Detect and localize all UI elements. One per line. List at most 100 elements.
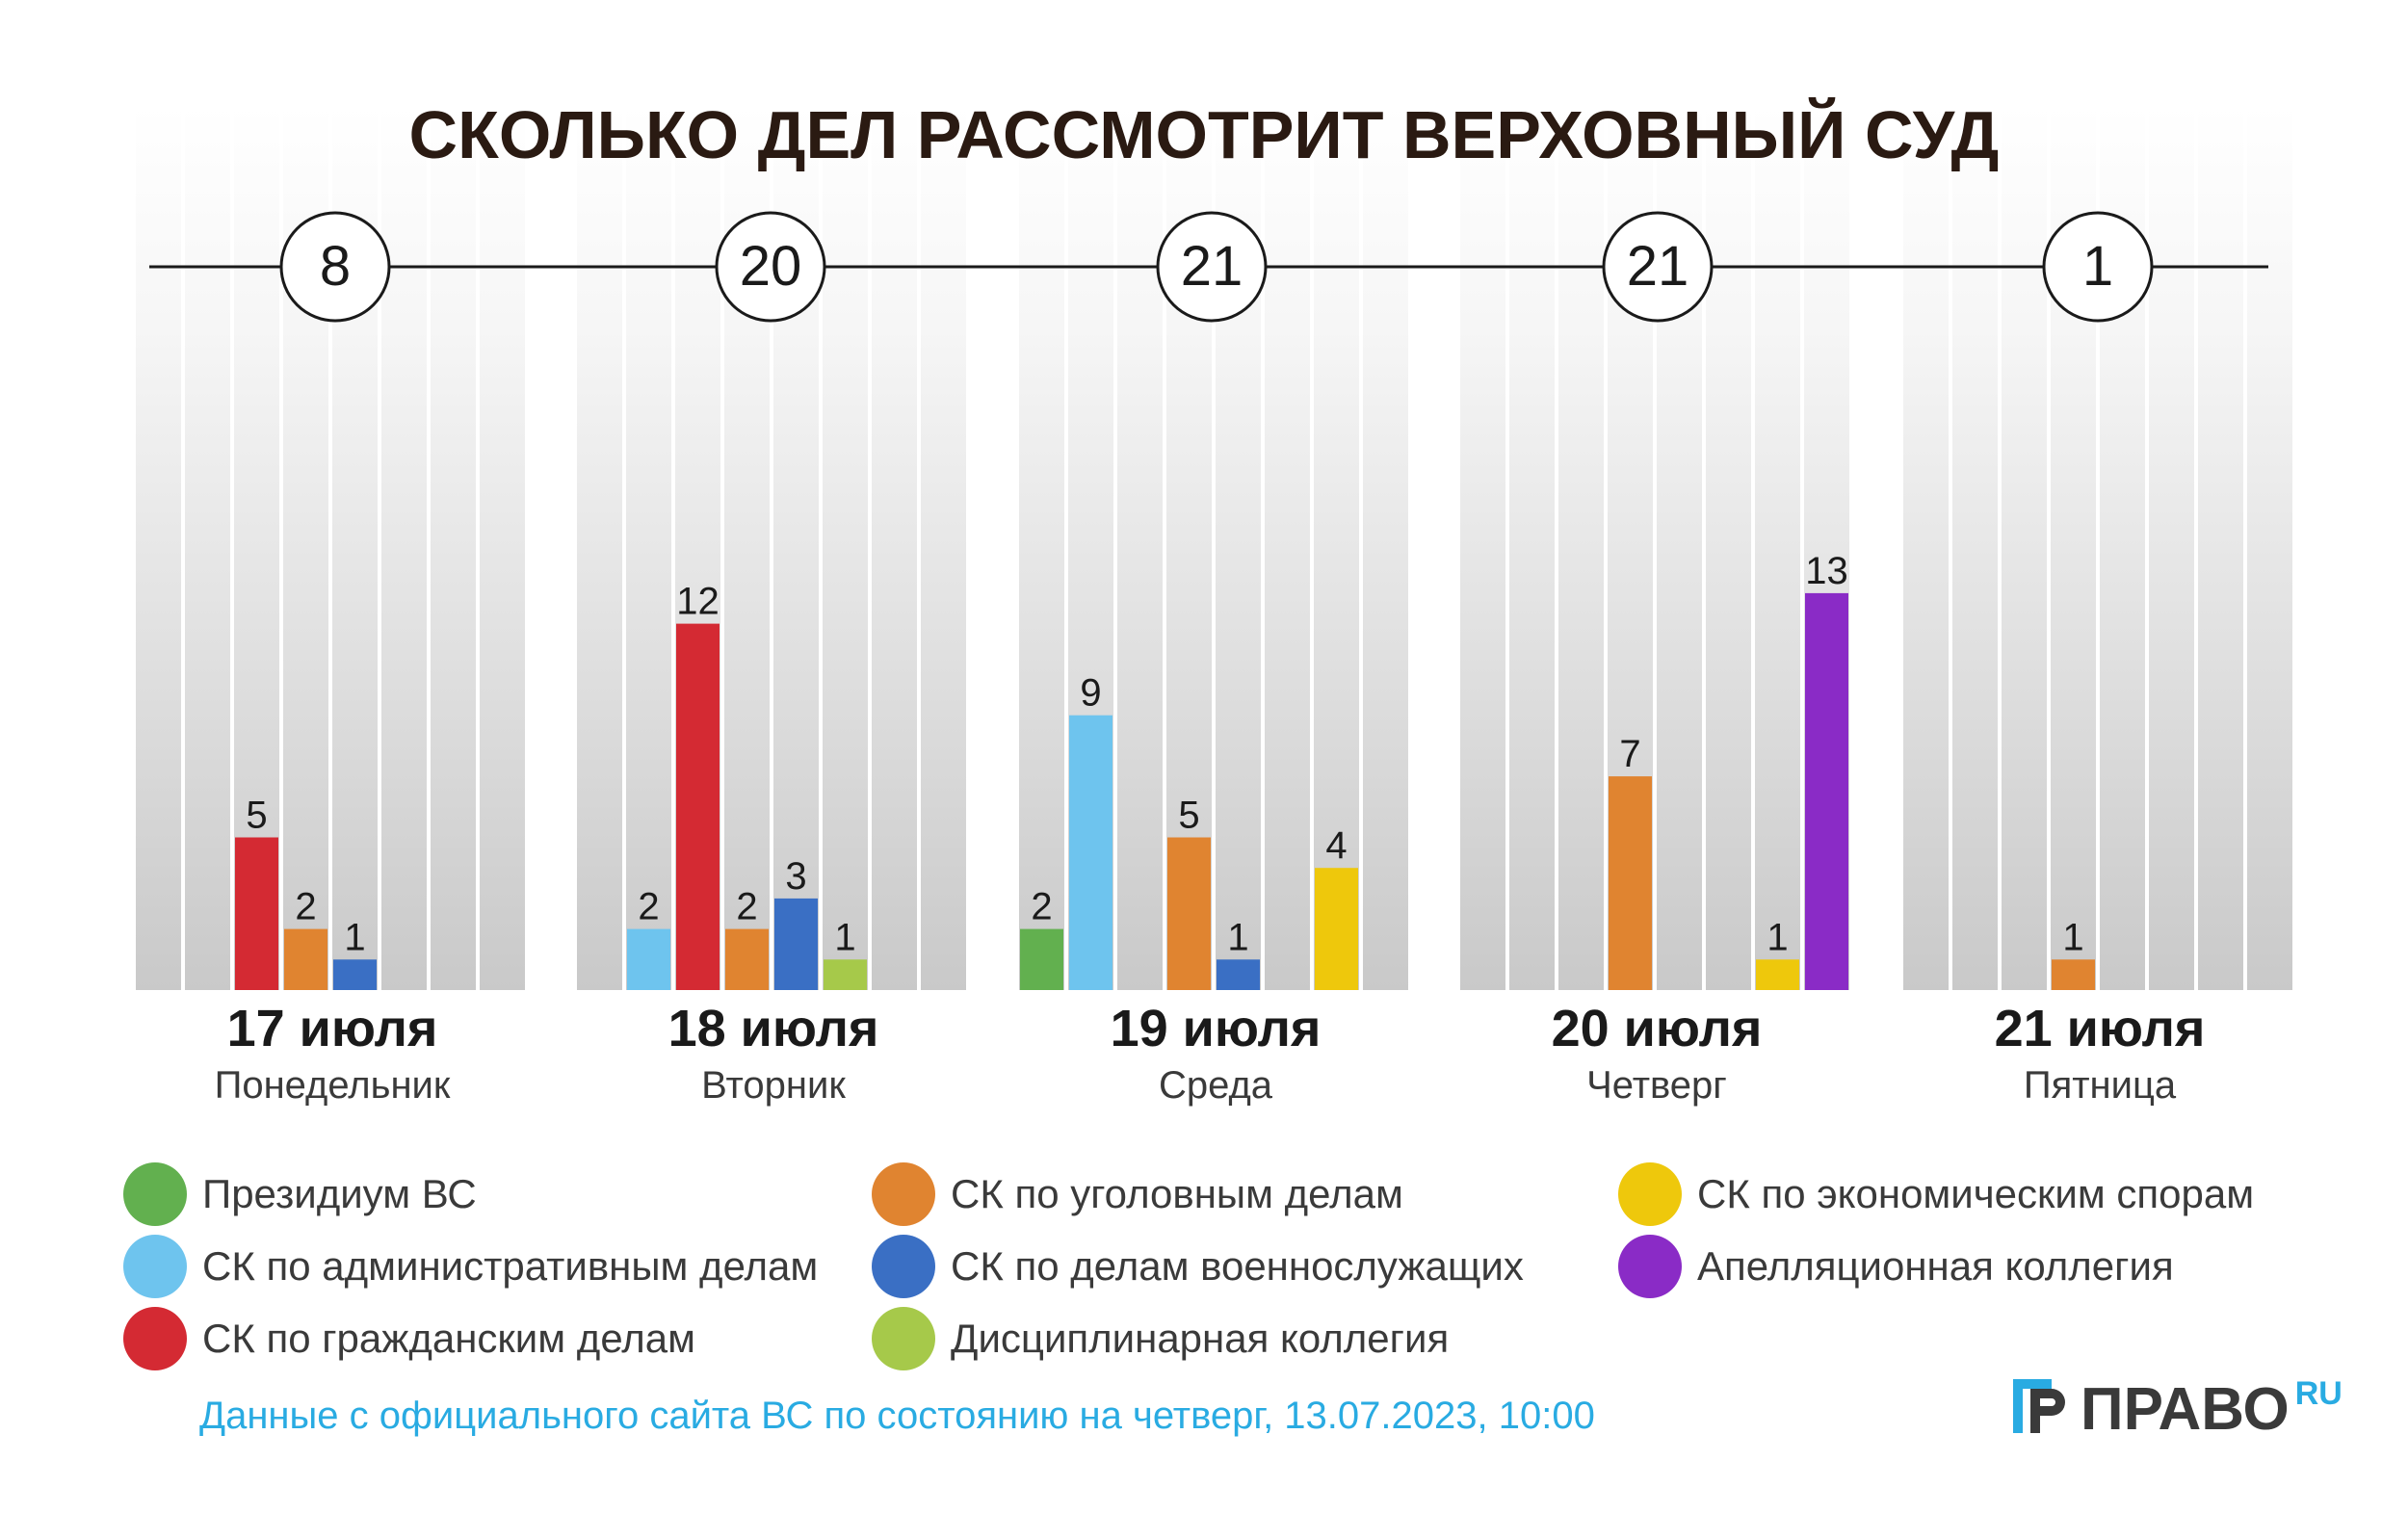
bar bbox=[235, 837, 278, 990]
weekday-label: Пятница bbox=[2024, 1064, 2177, 1107]
bar-value-label: 2 bbox=[638, 886, 659, 928]
legend-item: Президиум ВС bbox=[123, 1161, 477, 1228]
total-circle bbox=[1156, 211, 1268, 323]
legend-swatch bbox=[872, 1307, 935, 1370]
panel-column bbox=[1117, 106, 1163, 990]
legend-swatch bbox=[123, 1307, 187, 1370]
legend: Президиум ВС СК по административным делам… bbox=[0, 1146, 2408, 1370]
panel-column bbox=[1952, 106, 1998, 990]
bar bbox=[1069, 715, 1112, 990]
panel-column bbox=[626, 106, 671, 990]
legend-swatch bbox=[123, 1162, 187, 1226]
weekday-label: Вторник bbox=[701, 1064, 846, 1107]
legend-item: СК по делам военнослужащих bbox=[872, 1233, 1524, 1300]
bar bbox=[774, 898, 818, 990]
bar bbox=[284, 928, 327, 990]
panel-column bbox=[2247, 106, 2292, 990]
bar bbox=[1609, 776, 1652, 990]
logo-text: ПРАВО bbox=[2081, 1376, 2290, 1443]
panel-column bbox=[1755, 106, 1800, 990]
weekday-label: Понедельник bbox=[215, 1064, 451, 1107]
logo-suffix: RU bbox=[2294, 1375, 2343, 1412]
bar-value-label: 2 bbox=[295, 886, 316, 928]
date-label: 17 июля bbox=[227, 1000, 438, 1057]
panel-column bbox=[577, 106, 622, 990]
day-total-label: 21 bbox=[1627, 235, 1689, 298]
weekday-label: Среда bbox=[1159, 1064, 1273, 1107]
total-circle bbox=[279, 211, 391, 323]
legend-item: Дисциплинарная коллегия bbox=[872, 1305, 1449, 1372]
bar-value-label: 2 bbox=[1031, 886, 1052, 928]
legend-label: СК по экономическим спорам bbox=[1697, 1171, 2255, 1216]
total-circle bbox=[715, 211, 826, 323]
panel-column bbox=[480, 106, 525, 990]
day-total-label: 20 bbox=[740, 235, 802, 298]
legend-label: СК по уголовным делам bbox=[951, 1171, 1403, 1216]
bar bbox=[1805, 592, 1848, 990]
panel-column bbox=[1903, 106, 1949, 990]
panel-column bbox=[1460, 106, 1505, 990]
legend-swatch bbox=[123, 1235, 187, 1298]
panel-column bbox=[136, 106, 181, 990]
legend-swatch bbox=[872, 1162, 935, 1226]
legend-label: Президиум ВС bbox=[202, 1171, 477, 1216]
bar bbox=[1167, 837, 1211, 990]
legend-label: СК по административным делам bbox=[202, 1243, 819, 1289]
bar-value-label: 5 bbox=[1178, 795, 1199, 837]
bar-value-label: 5 bbox=[246, 795, 267, 837]
bar-value-label: 1 bbox=[2062, 916, 2083, 958]
bar-value-label: 3 bbox=[785, 855, 806, 898]
pravo-ru-logo: ПРАВО RU bbox=[2013, 1375, 2343, 1444]
panel-column bbox=[2002, 106, 2047, 990]
legend-swatch bbox=[872, 1235, 935, 1298]
legend-item: СК по экономическим спорам bbox=[1618, 1161, 2254, 1228]
day-total-label: 21 bbox=[1181, 235, 1243, 298]
panel-column bbox=[2149, 106, 2194, 990]
panel-column bbox=[872, 106, 917, 990]
legend-label: Дисциплинарная коллегия bbox=[951, 1316, 1450, 1361]
legend-label: Апелляционная коллегия bbox=[1697, 1243, 2174, 1289]
date-label: 21 июля bbox=[1995, 1000, 2206, 1057]
footnote: Данные с официального сайта ВС по состоя… bbox=[199, 1395, 1595, 1437]
bar bbox=[2052, 959, 2095, 990]
bar-value-label: 1 bbox=[834, 916, 855, 958]
bar bbox=[627, 928, 670, 990]
bar bbox=[1217, 959, 1260, 990]
panel-column bbox=[2198, 106, 2243, 990]
bar bbox=[1020, 928, 1063, 990]
bar bbox=[725, 928, 769, 990]
bar bbox=[676, 623, 720, 990]
bar-value-label: 1 bbox=[1767, 916, 1788, 958]
legend-item: СК по гражданским делам bbox=[123, 1305, 695, 1372]
panel-column bbox=[185, 106, 230, 990]
bar bbox=[333, 959, 377, 990]
chart-title: СКОЛЬКО ДЕЛ РАССМОТРИТ ВЕРХОВНЫЙ СУД bbox=[408, 97, 2000, 172]
panel-column bbox=[381, 106, 427, 990]
panel-column bbox=[823, 106, 868, 990]
legend-item: СК по уголовным делам bbox=[872, 1161, 1403, 1228]
date-label: 19 июля bbox=[1111, 1000, 1322, 1057]
panel-column bbox=[1363, 106, 1408, 990]
bar-value-label: 1 bbox=[1227, 916, 1248, 958]
panel-column bbox=[1314, 106, 1359, 990]
legend-label: СК по гражданским делам bbox=[202, 1316, 696, 1361]
panel-column bbox=[1509, 106, 1555, 990]
bar bbox=[1756, 959, 1799, 990]
bar-value-label: 1 bbox=[344, 916, 365, 958]
panel-column bbox=[1265, 106, 1310, 990]
bar-value-label: 2 bbox=[736, 886, 757, 928]
legend-label: СК по делам военнослужащих bbox=[951, 1243, 1524, 1289]
legend-swatch bbox=[1618, 1235, 1682, 1298]
total-circle bbox=[2042, 211, 2154, 323]
day-total-label: 1 bbox=[2082, 235, 2113, 298]
legend-item: СК по административным делам bbox=[123, 1233, 818, 1300]
panel-column bbox=[921, 106, 966, 990]
panel-column bbox=[1019, 106, 1064, 990]
bar-value-label: 7 bbox=[1619, 733, 1640, 775]
pravo-logo-icon bbox=[2013, 1379, 2065, 1433]
bar-value-label: 12 bbox=[676, 581, 720, 623]
legend-item: Апелляционная коллегия bbox=[1618, 1233, 2174, 1300]
bar-value-label: 9 bbox=[1080, 672, 1101, 715]
panel-column bbox=[1706, 106, 1751, 990]
